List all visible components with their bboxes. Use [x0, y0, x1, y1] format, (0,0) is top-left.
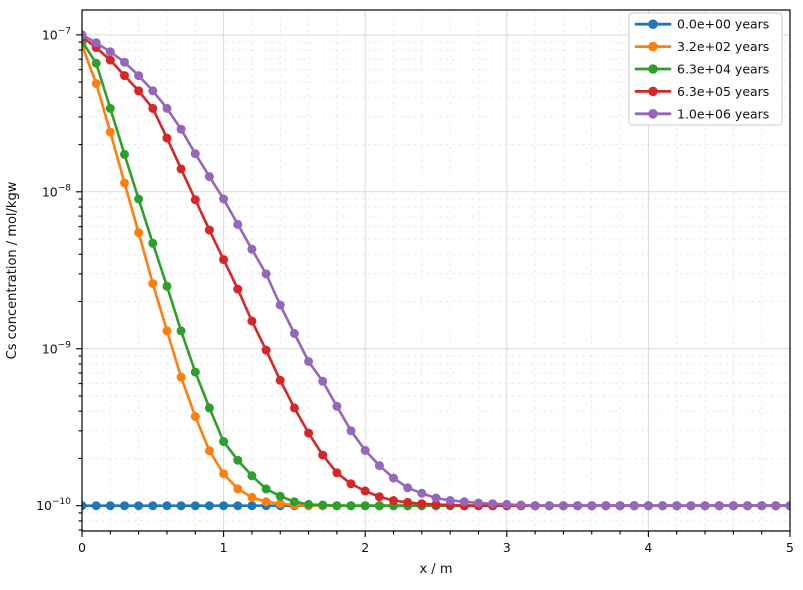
legend-label: 3.2e+02 years — [677, 39, 769, 54]
legend-entry-3: 6.3e+05 years — [634, 84, 769, 99]
y-tick-label: 10−8 — [42, 183, 71, 199]
x-tick-label: 3 — [503, 540, 511, 555]
y-axis-label: Cs concentration / mol/kgw — [5, 181, 20, 359]
legend-entry-2: 6.3e+04 years — [634, 62, 769, 77]
legend-entry-0: 0.0e+00 years — [634, 17, 769, 32]
legend: 0.0e+00 years 3.2e+02 years 6.3e+04 years 6… — [628, 12, 783, 126]
x-tick-label: 2 — [361, 540, 369, 555]
x-tick-label: 5 — [786, 540, 794, 555]
y-tick-labels: 10−7 10−8 10−9 10−10 — [36, 26, 71, 513]
legend-frame — [628, 12, 783, 126]
y-tick-label: 10−10 — [36, 497, 71, 513]
axes-spines — [81, 9, 791, 532]
x-tick-label: 0 — [78, 540, 86, 555]
legend-marker-sample — [648, 41, 658, 52]
tick-marks — [76, 34, 791, 537]
legend-marker-sample — [648, 109, 658, 119]
legend-label: 6.3e+04 years — [677, 62, 769, 77]
legend-marker-sample — [648, 86, 658, 97]
series-markers-1-0e-06-years — [82, 30, 790, 511]
x-tick-labels: 0 1 2 3 4 5 — [78, 540, 794, 555]
legend-label: 6.3e+05 years — [677, 84, 769, 99]
y-tick-label: 10−9 — [42, 340, 71, 356]
x-tick-label: 1 — [220, 540, 228, 555]
y-tick-label: 10−7 — [42, 26, 71, 42]
x-axis-label: x / m — [419, 562, 452, 577]
legend-marker-sample — [648, 19, 658, 30]
legend-entry-4: 1.0e+06 years — [634, 106, 769, 121]
legend-marker-sample — [648, 64, 658, 74]
series-1-0e-06-years — [82, 30, 790, 511]
legend-label: 0.0e+00 years — [677, 17, 769, 32]
legend-entry-1: 3.2e+02 years — [634, 39, 769, 54]
x-tick-label: 4 — [644, 540, 652, 555]
legend-label: 1.0e+06 years — [677, 106, 769, 121]
